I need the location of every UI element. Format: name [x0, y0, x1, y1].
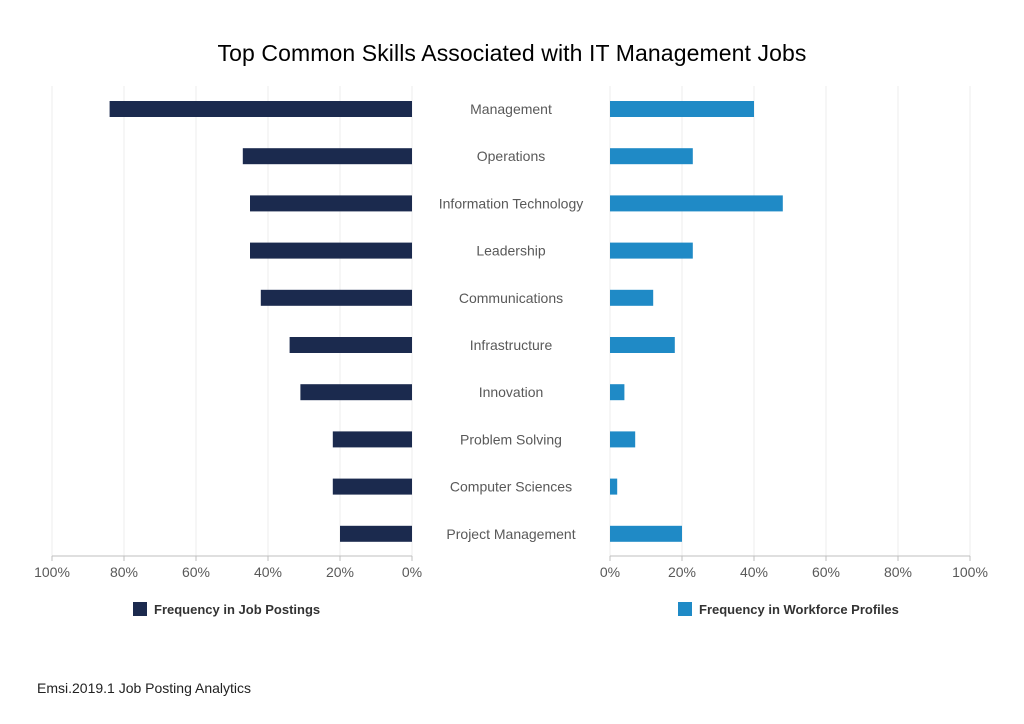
right-series-bars [610, 101, 783, 542]
left-tick-label: 60% [182, 564, 210, 580]
bar-workforce-profiles [610, 148, 693, 165]
bar-job-postings [332, 478, 412, 495]
bar-job-postings [109, 101, 412, 117]
bar-workforce-profiles [610, 242, 693, 259]
left-tick-label: 0% [402, 564, 422, 580]
left-tick-label: 40% [254, 564, 282, 580]
chart-title: Top Common Skills Associated with IT Man… [217, 40, 807, 66]
bar-workforce-profiles [610, 431, 636, 448]
legend-label-workforce-profiles: Frequency in Workforce Profiles [699, 602, 899, 617]
legend-swatch-job-postings [133, 602, 147, 616]
legend: Frequency in Job Postings Frequency in Wo… [133, 602, 899, 617]
axes: 100% 80% 60% 40% 20% 0% 0% 20% 40% 60% 80% 100% [34, 555, 988, 580]
bar-job-postings [250, 242, 412, 259]
category-label: Management [470, 101, 552, 117]
category-label: Infrastructure [470, 337, 553, 353]
category-label: Information Technology [439, 195, 584, 211]
category-labels: Management Operations Information Technolo… [439, 101, 584, 542]
bar-job-postings [250, 195, 412, 212]
chart-svg: Management Operations Information Technolo… [34, 86, 988, 617]
left-tick-label: 100% [34, 564, 70, 580]
right-tick-label: 60% [812, 564, 840, 580]
right-gridlines [609, 86, 971, 556]
right-tick-label: 80% [884, 564, 912, 580]
bar-workforce-profiles [610, 289, 654, 306]
right-tick-label: 20% [668, 564, 696, 580]
category-label: Leadership [476, 243, 545, 259]
bar-workforce-profiles [610, 525, 682, 542]
bar-job-postings [260, 289, 412, 306]
bar-workforce-profiles [610, 337, 675, 353]
category-label: Project Management [446, 526, 575, 542]
bar-job-postings [289, 337, 412, 353]
left-tick-label: 80% [110, 564, 138, 580]
left-series-bars [109, 101, 412, 542]
category-label: Innovation [479, 384, 544, 400]
right-tick-label: 0% [600, 564, 620, 580]
category-label: Problem Solving [460, 431, 562, 447]
right-tick-label: 100% [952, 564, 988, 580]
bar-job-postings [332, 431, 412, 448]
legend-swatch-workforce-profiles [678, 602, 692, 616]
category-label: Computer Sciences [450, 479, 572, 495]
source-note: Emsi.2019.1 Job Posting Analytics [37, 680, 252, 696]
right-tick-label: 40% [740, 564, 768, 580]
bar-workforce-profiles [610, 195, 783, 212]
left-tick-label: 20% [326, 564, 354, 580]
bar-workforce-profiles [610, 101, 754, 117]
category-label: Communications [459, 290, 563, 306]
bar-job-postings [242, 148, 412, 165]
bar-workforce-profiles [610, 384, 625, 401]
category-label: Operations [477, 148, 545, 164]
bar-job-postings [340, 525, 412, 542]
legend-label-job-postings: Frequency in Job Postings [154, 602, 320, 617]
bar-job-postings [300, 384, 412, 401]
bar-workforce-profiles [610, 478, 618, 495]
left-gridlines [51, 86, 413, 556]
